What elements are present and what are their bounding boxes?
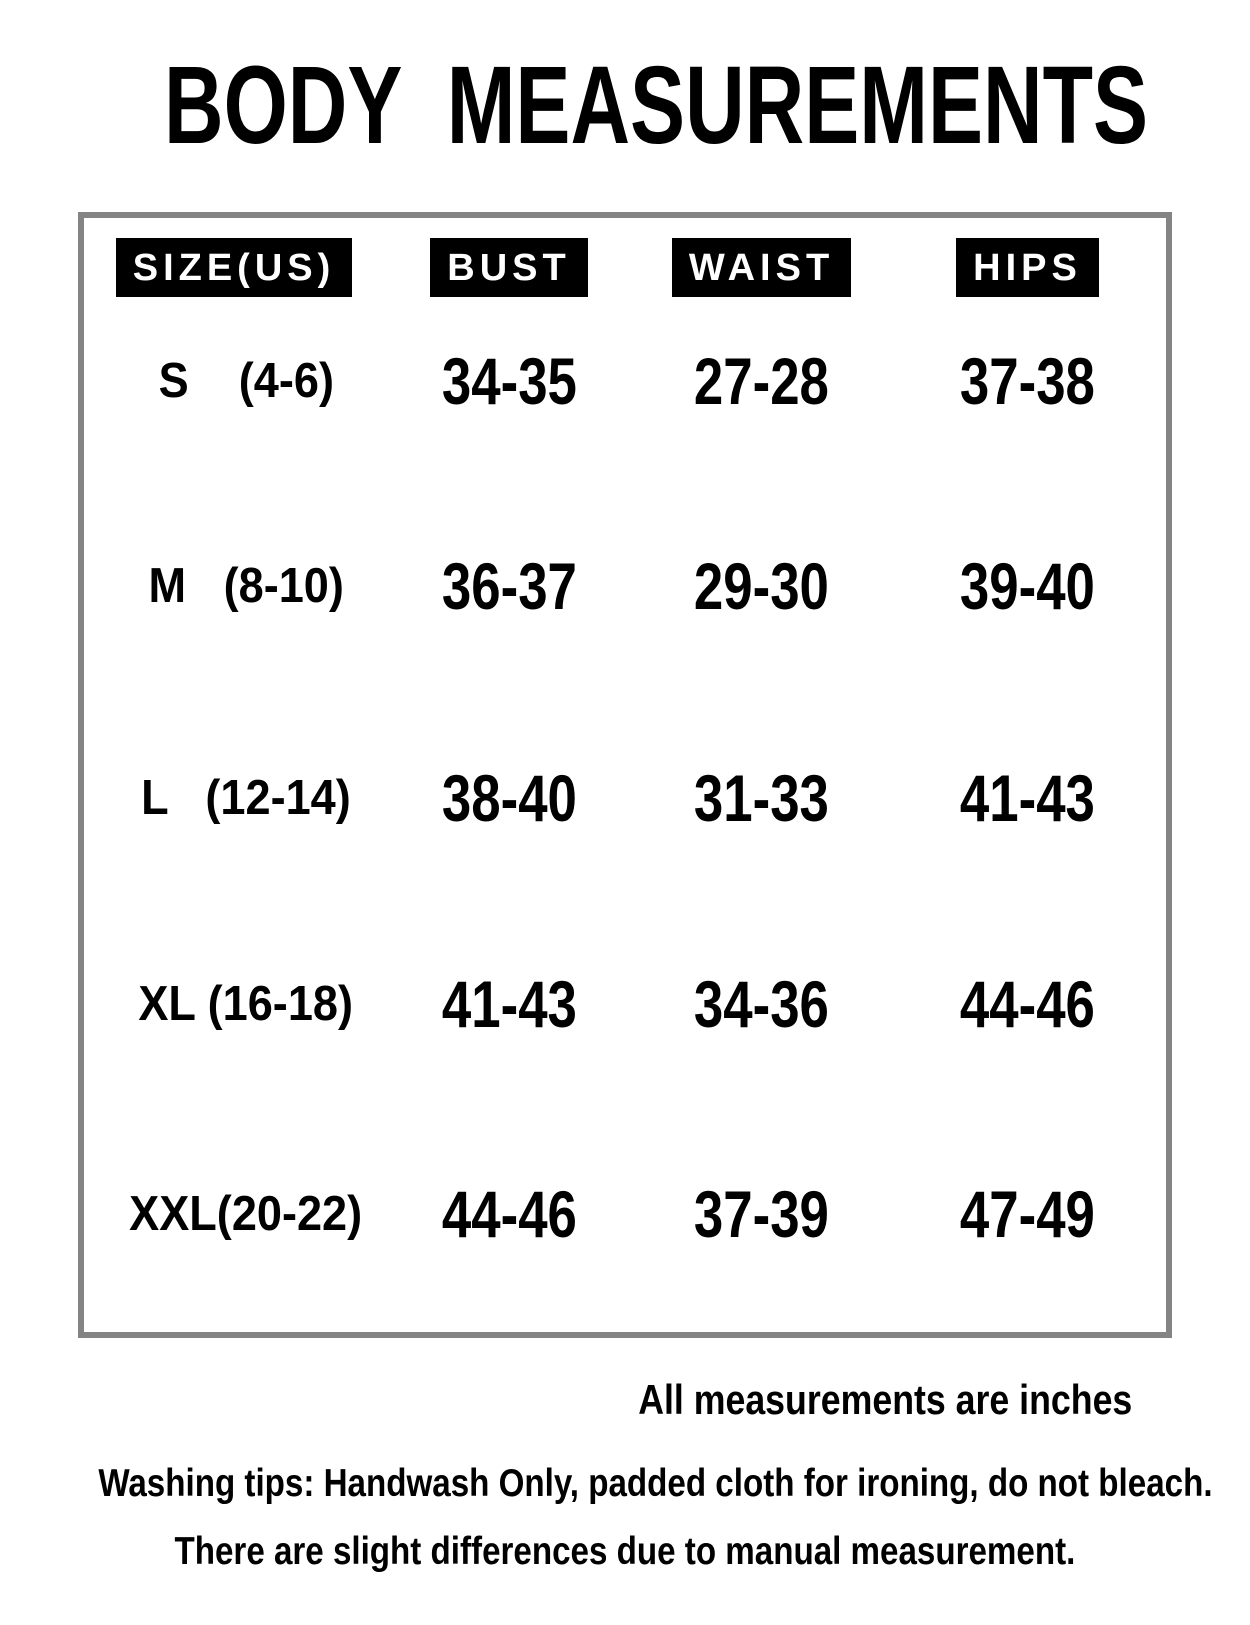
table-row-l: L (12-14) 38-40 31-33 41-43 [84, 753, 1166, 843]
hips-cell: 39-40 [889, 548, 1166, 624]
waist-cell: 37-39 [634, 1176, 889, 1252]
header-cell-size: SIZE(US) [84, 237, 384, 297]
size-cell: XL (16-18) [84, 976, 384, 1032]
waist-value: 34-36 [693, 967, 830, 1041]
hips-value: 44-46 [959, 967, 1096, 1041]
size-cell: S (4-6) [84, 353, 384, 409]
size-cell: M (8-10) [84, 558, 384, 614]
hips-cell: 47-49 [889, 1176, 1166, 1252]
units-note: All measurements are inches [551, 1376, 1132, 1424]
washing-tips-text: Washing tips: Handwash Only, padded clot… [98, 1462, 1213, 1505]
header-cell-bust: BUST [384, 237, 634, 297]
bust-cell: 41-43 [384, 966, 634, 1042]
size-label: M (8-10) [148, 559, 344, 613]
units-note-text: All measurements are inches [637, 1376, 1132, 1423]
hips-cell: 41-43 [889, 760, 1166, 836]
waist-value: 37-39 [693, 1177, 830, 1251]
waist-cell: 34-36 [634, 966, 889, 1042]
hips-cell: 37-38 [889, 343, 1166, 419]
size-cell: L (12-14) [84, 770, 384, 826]
waist-cell: 29-30 [634, 548, 889, 624]
hips-value: 47-49 [959, 1177, 1096, 1251]
column-header-waist: WAIST [671, 237, 852, 297]
size-chart-table: SIZE(US) BUST WAIST HIPS S (4-6) 34-35 2… [78, 212, 1172, 1338]
bust-value: 36-37 [441, 549, 577, 623]
bust-cell: 44-46 [384, 1176, 634, 1252]
size-label: S (4-6) [158, 354, 334, 408]
page-title: BODY MEASUREMENTS [0, 40, 1250, 172]
table-row-s: S (4-6) 34-35 27-28 37-38 [84, 336, 1166, 426]
hips-value: 41-43 [959, 761, 1096, 835]
hips-value: 39-40 [959, 549, 1096, 623]
bust-value: 41-43 [441, 967, 577, 1041]
bust-cell: 38-40 [384, 760, 634, 836]
hips-cell: 44-46 [889, 966, 1166, 1042]
column-header-bust: BUST [430, 237, 588, 297]
hips-value: 37-38 [959, 344, 1096, 418]
column-header-size: SIZE(US) [115, 237, 353, 297]
size-cell: XXL(20-22) [84, 1186, 384, 1242]
table-row-xxl: XXL(20-22) 44-46 37-39 47-49 [84, 1169, 1166, 1259]
size-label: XL (16-18) [138, 977, 354, 1031]
tolerance-note-text: There are slight differences due to manu… [174, 1530, 1076, 1573]
table-row-xl: XL (16-18) 41-43 34-36 44-46 [84, 959, 1166, 1049]
waist-cell: 31-33 [634, 760, 889, 836]
bust-value: 34-35 [441, 344, 577, 418]
tolerance-note: There are slight differences due to manu… [0, 1530, 1250, 1574]
bust-cell: 34-35 [384, 343, 634, 419]
waist-cell: 27-28 [634, 343, 889, 419]
size-label: L (12-14) [141, 771, 351, 825]
waist-value: 27-28 [693, 344, 830, 418]
washing-tips-note: Washing tips: Handwash Only, padded clot… [0, 1462, 1250, 1506]
waist-value: 29-30 [693, 549, 830, 623]
header-cell-hips: HIPS [889, 237, 1166, 297]
waist-value: 31-33 [693, 761, 830, 835]
table-row-m: M (8-10) 36-37 29-30 39-40 [84, 541, 1166, 631]
header-cell-waist: WAIST [634, 237, 889, 297]
size-label: XXL(20-22) [129, 1187, 363, 1241]
bust-cell: 36-37 [384, 548, 634, 624]
bust-value: 44-46 [441, 1177, 577, 1251]
page-title-text: BODY MEASUREMENTS [164, 44, 1148, 167]
bust-value: 38-40 [441, 761, 577, 835]
table-header-row: SIZE(US) BUST WAIST HIPS [84, 234, 1166, 300]
column-header-hips: HIPS [956, 237, 1099, 297]
